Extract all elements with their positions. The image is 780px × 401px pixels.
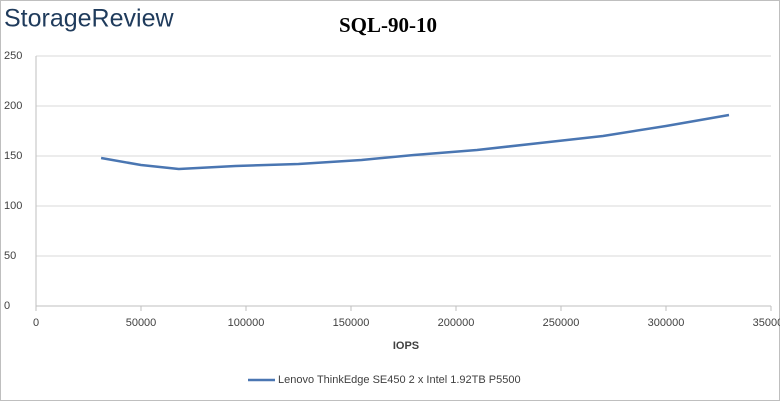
- x-tick-label: 50000: [126, 317, 157, 329]
- x-tick-label: 250000: [543, 317, 580, 329]
- x-tick-label: 150000: [333, 317, 370, 329]
- brand: StorageReview: [4, 5, 174, 33]
- x-tick-label: 200000: [438, 317, 475, 329]
- x-tick-label: 350000: [753, 317, 780, 329]
- y-tick-label: 100: [4, 200, 22, 212]
- x-tick-label: 300000: [648, 317, 685, 329]
- y-tick-label: 250: [4, 50, 22, 62]
- data-line: [100, 113, 730, 171]
- chart-title: SQL-90-10: [339, 13, 437, 37]
- y-tick-label: 150: [4, 150, 22, 162]
- y-tick-label: 50: [4, 250, 16, 262]
- x-tick-label: 100000: [228, 317, 265, 329]
- y-tick-label: 0: [4, 300, 10, 312]
- y-tick-label: 200: [4, 100, 22, 112]
- x-axis-label: IOPS: [393, 340, 419, 352]
- x-tick-label: 0: [33, 317, 39, 329]
- legend-label: Lenovo ThinkEdge SE450 2 x Intel 1.92TB …: [278, 374, 521, 386]
